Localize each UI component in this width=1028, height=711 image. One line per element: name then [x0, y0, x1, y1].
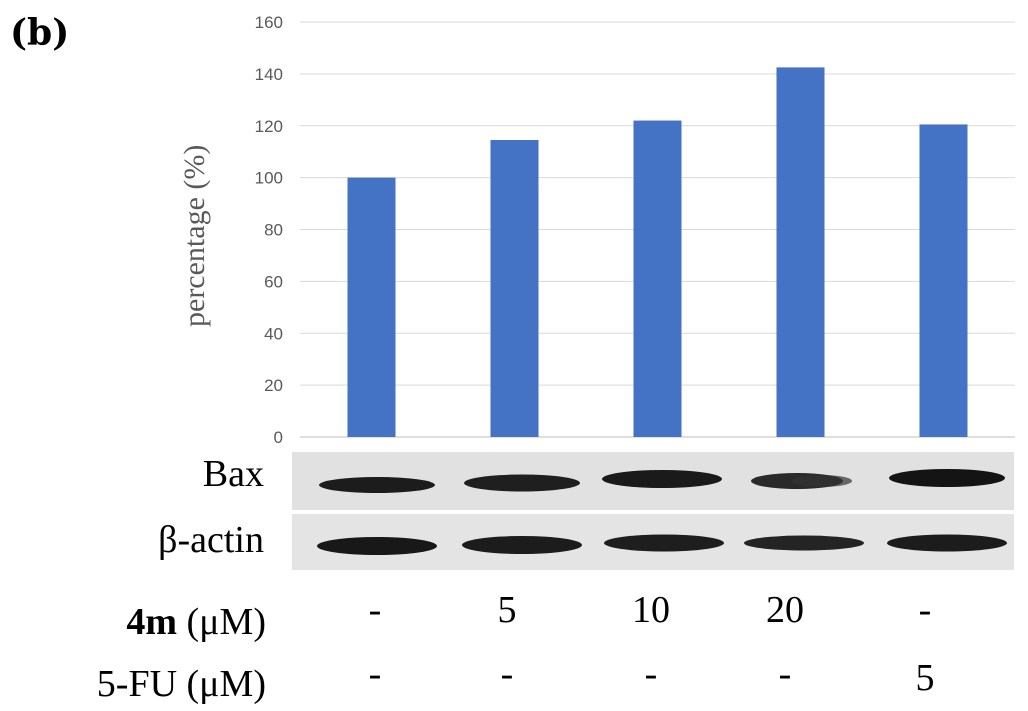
bar	[776, 67, 825, 437]
bar	[490, 140, 539, 437]
y-tick-labels: 0 20 40 60 80 100 120 140 160	[255, 13, 283, 447]
bar	[347, 177, 396, 437]
bar-chart: 0 20 40 60 80 100 120 140 160	[255, 13, 1015, 447]
cell-4m-5: -	[918, 589, 932, 631]
cell-4m-1: -	[368, 589, 382, 631]
y-tick-label: 160	[255, 13, 283, 32]
y-tick-label: 140	[255, 65, 283, 84]
cell-5fu-4: -	[778, 653, 792, 695]
bars	[347, 67, 968, 437]
compound-unit: (μM)	[177, 601, 266, 643]
y-tick-label: 40	[264, 324, 283, 343]
y-axis-label: percentage (%)	[178, 144, 211, 327]
y-tick-label: 20	[264, 376, 283, 395]
row-label-4m: 4m (μM)	[4, 600, 266, 644]
bax-label: Bax	[202, 453, 264, 495]
y-tick-label: 80	[264, 221, 283, 240]
cell-5fu-5: 5	[915, 657, 935, 699]
cell-5fu-3: -	[644, 653, 658, 695]
bax-blot-image	[292, 452, 1014, 510]
compound-name: 4m	[126, 601, 178, 643]
bar	[919, 124, 968, 437]
y-tick-label: 100	[255, 169, 283, 188]
y-tick-label: 0	[274, 428, 283, 447]
actin-blot-image	[292, 514, 1014, 570]
bar	[633, 120, 682, 437]
panel-label: (b)	[10, 12, 70, 54]
cell-4m-2: 5	[497, 589, 517, 631]
y-tick-label: 60	[264, 272, 283, 291]
actin-label: β-actin	[158, 519, 264, 561]
y-tick-label: 120	[255, 117, 283, 136]
cell-5fu-1: -	[368, 653, 382, 695]
cell-5fu-2: -	[500, 653, 514, 695]
row-label-5fu: 5-FU (μM)	[96, 663, 266, 705]
cell-4m-3: 10	[632, 589, 670, 631]
cell-4m-4: 20	[766, 589, 804, 631]
